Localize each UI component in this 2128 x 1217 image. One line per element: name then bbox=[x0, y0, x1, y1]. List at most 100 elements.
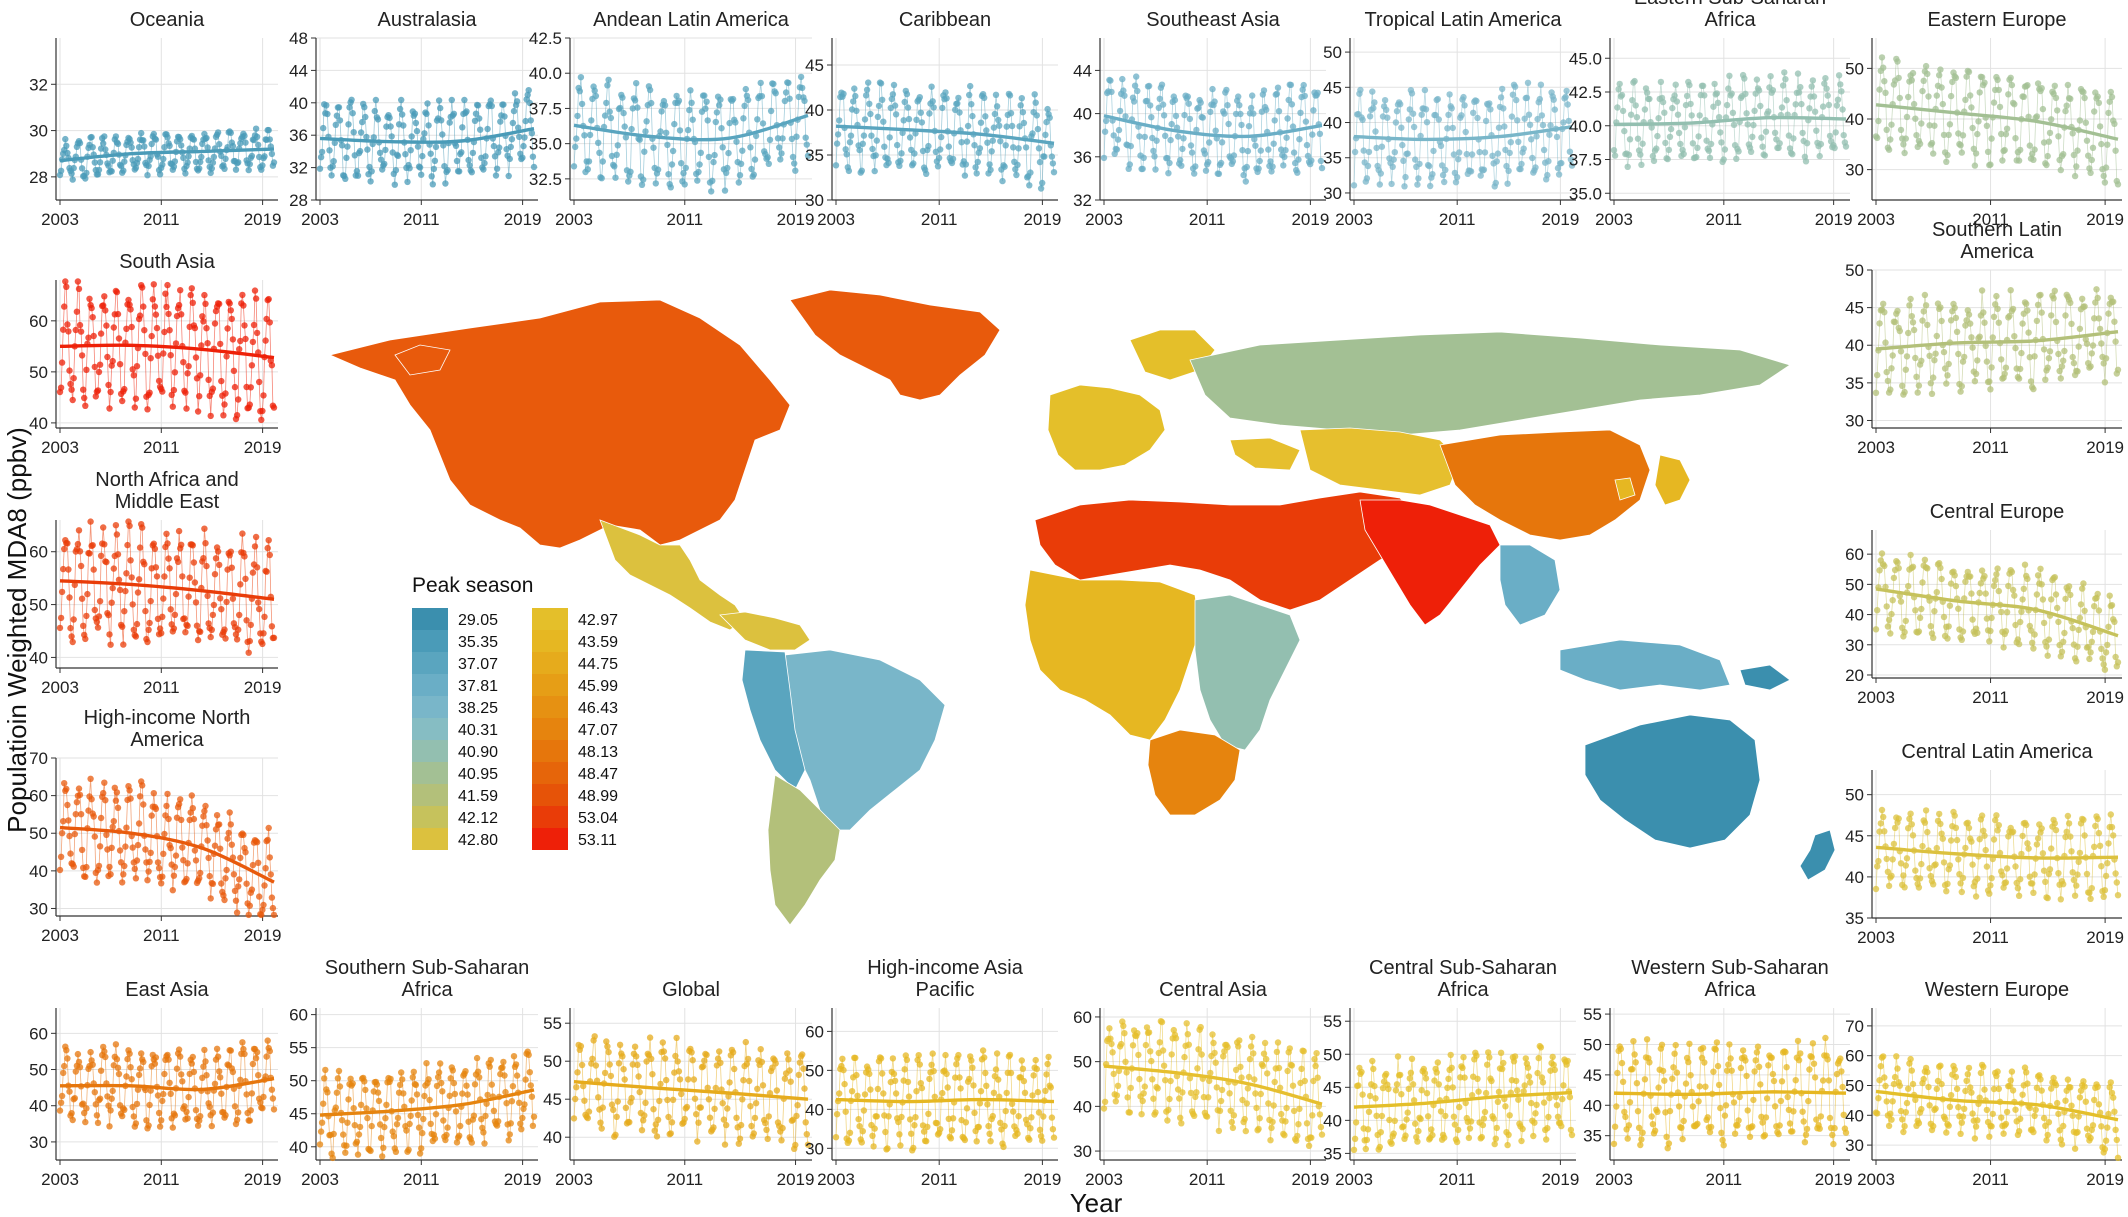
data-point bbox=[1976, 836, 1983, 843]
data-point bbox=[76, 321, 84, 329]
data-point bbox=[266, 319, 273, 326]
data-point bbox=[1010, 144, 1017, 151]
data-point bbox=[82, 635, 89, 643]
data-point bbox=[2039, 596, 2047, 603]
data-point bbox=[500, 101, 507, 108]
y-tick-label: 40 bbox=[1073, 105, 1092, 124]
data-point bbox=[942, 1051, 949, 1059]
data-point bbox=[1406, 1075, 1414, 1082]
data-point bbox=[943, 1070, 950, 1078]
data-point bbox=[943, 95, 950, 102]
data-point bbox=[759, 120, 767, 127]
data-point bbox=[833, 1111, 841, 1118]
data-point bbox=[2091, 315, 2098, 322]
trend-line bbox=[1875, 587, 2119, 638]
data-point bbox=[138, 129, 145, 137]
data-point bbox=[1500, 105, 1507, 112]
data-point bbox=[1947, 92, 1955, 100]
data-point bbox=[1903, 353, 1911, 360]
data-point bbox=[259, 1105, 266, 1112]
data-point bbox=[1687, 1072, 1694, 1079]
data-point bbox=[874, 1085, 882, 1093]
data-point bbox=[918, 1084, 926, 1092]
data-point bbox=[1545, 158, 1552, 165]
data-point bbox=[1452, 179, 1460, 186]
data-point bbox=[966, 1075, 973, 1083]
data-point bbox=[1293, 1137, 1300, 1144]
data-point bbox=[971, 1109, 978, 1117]
data-point bbox=[150, 790, 157, 797]
data-point bbox=[134, 841, 142, 849]
data-point bbox=[1971, 162, 1979, 169]
data-point bbox=[1558, 1122, 1565, 1130]
data-point bbox=[1677, 140, 1684, 148]
data-point bbox=[1951, 304, 1958, 311]
data-point bbox=[332, 121, 339, 128]
data-point bbox=[785, 79, 792, 87]
data-point bbox=[216, 300, 223, 308]
data-point bbox=[2039, 850, 2047, 857]
data-point bbox=[1486, 100, 1493, 107]
data-point bbox=[431, 1135, 439, 1142]
panel-title: High-income Asia Pacific bbox=[867, 957, 1024, 1001]
data-point bbox=[607, 1072, 615, 1080]
data-point bbox=[245, 649, 252, 656]
data-point bbox=[1922, 62, 1930, 70]
data-point bbox=[406, 165, 413, 172]
data-point bbox=[1131, 82, 1139, 89]
data-point bbox=[1282, 147, 1289, 154]
data-point bbox=[147, 355, 154, 362]
data-point bbox=[1826, 1114, 1834, 1122]
data-point bbox=[139, 284, 146, 291]
data-point bbox=[1797, 83, 1804, 91]
y-tick-label: 50 bbox=[1323, 1045, 1342, 1064]
data-point bbox=[206, 1103, 213, 1111]
data-point bbox=[249, 338, 257, 346]
data-point bbox=[721, 187, 729, 194]
data-point bbox=[1983, 615, 1991, 622]
data-point bbox=[56, 624, 64, 632]
data-point bbox=[1770, 1077, 1778, 1085]
data-point bbox=[1671, 1050, 1678, 1057]
data-point bbox=[1110, 1070, 1117, 1078]
data-point bbox=[681, 181, 688, 188]
data-point bbox=[387, 123, 394, 130]
data-point bbox=[146, 619, 153, 627]
y-tick-label: 44 bbox=[289, 61, 308, 80]
data-point bbox=[413, 127, 421, 135]
data-point bbox=[747, 144, 754, 151]
data-point bbox=[140, 137, 147, 144]
data-point bbox=[1872, 885, 1880, 893]
data-point bbox=[106, 1123, 113, 1130]
data-point bbox=[330, 158, 337, 165]
data-point bbox=[152, 564, 160, 571]
data-point bbox=[983, 1082, 990, 1090]
data-point bbox=[1757, 1081, 1764, 1088]
data-point bbox=[762, 1119, 769, 1127]
data-point bbox=[1172, 1035, 1180, 1042]
data-point bbox=[869, 145, 876, 153]
data-point bbox=[1957, 388, 1964, 395]
data-point bbox=[867, 110, 874, 118]
data-point bbox=[1887, 1110, 1894, 1117]
data-point bbox=[505, 1137, 512, 1144]
data-point bbox=[1414, 181, 1421, 188]
map-region-southeast-asia bbox=[1559, 639, 1731, 691]
legend-label: 42.12 bbox=[458, 810, 498, 827]
data-point bbox=[1513, 1077, 1520, 1085]
data-point bbox=[636, 1088, 643, 1096]
map-region-eastern-sub-saharan-africa bbox=[1194, 594, 1301, 751]
data-point bbox=[1282, 1118, 1289, 1125]
data-point bbox=[109, 157, 116, 164]
data-point bbox=[1444, 1084, 1451, 1092]
y-tick-label: 35.0 bbox=[529, 135, 562, 154]
data-point bbox=[189, 542, 196, 549]
x-tick-label: 2003 bbox=[41, 210, 79, 229]
data-point bbox=[2080, 580, 2087, 587]
data-point bbox=[232, 166, 240, 173]
data-point bbox=[2088, 638, 2095, 645]
x-tick-label: 2011 bbox=[666, 1170, 703, 1189]
data-point bbox=[1393, 108, 1401, 115]
y-tick-label: 28 bbox=[289, 191, 308, 210]
data-point bbox=[1965, 68, 1973, 76]
